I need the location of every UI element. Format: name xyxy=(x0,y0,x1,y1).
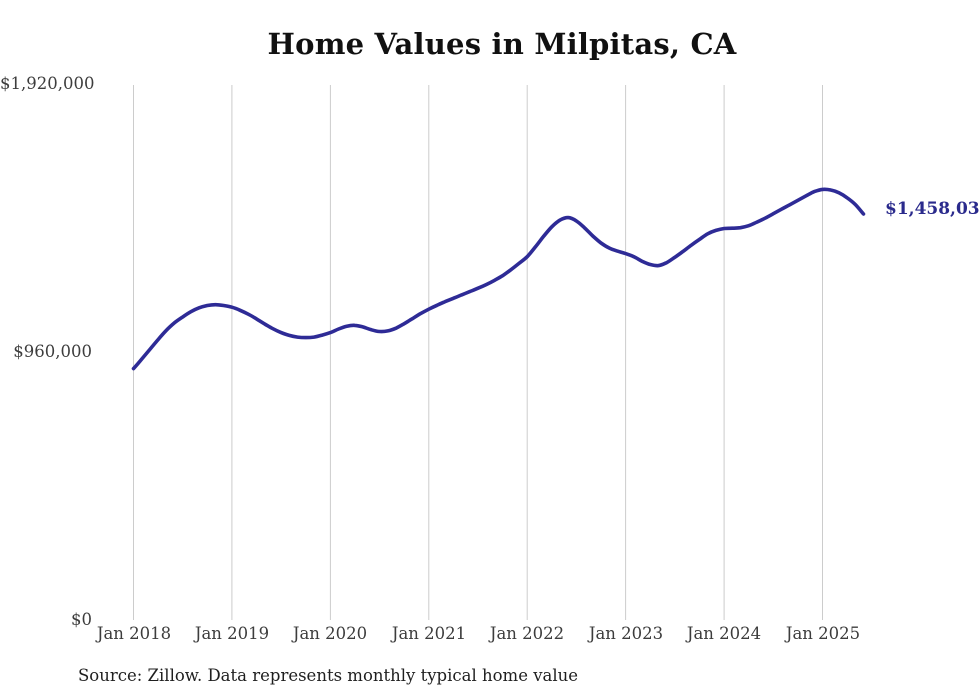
gridlines xyxy=(133,85,823,620)
y-tick-label: $0 xyxy=(71,610,92,629)
x-tick-label: Jan 2025 xyxy=(785,624,861,643)
chart-title: Home Values in Milpitas, CA xyxy=(267,27,737,61)
y-tick-label: $1,920,000 xyxy=(0,74,95,93)
x-tick-label: Jan 2018 xyxy=(96,624,172,643)
x-tick-label: Jan 2023 xyxy=(588,624,664,643)
x-tick-label: Jan 2021 xyxy=(391,624,467,643)
x-tick-label: Jan 2022 xyxy=(489,624,565,643)
x-tick-label: Jan 2019 xyxy=(194,624,270,643)
x-tick-label: Jan 2024 xyxy=(686,624,762,643)
y-tick-label: $960,000 xyxy=(13,342,92,361)
home-value-line xyxy=(131,187,866,371)
latest-value-label: $1,458,033 xyxy=(885,199,980,219)
x-tick-label: Jan 2020 xyxy=(292,624,368,643)
source-note: Source: Zillow. Data represents monthly … xyxy=(78,666,579,685)
